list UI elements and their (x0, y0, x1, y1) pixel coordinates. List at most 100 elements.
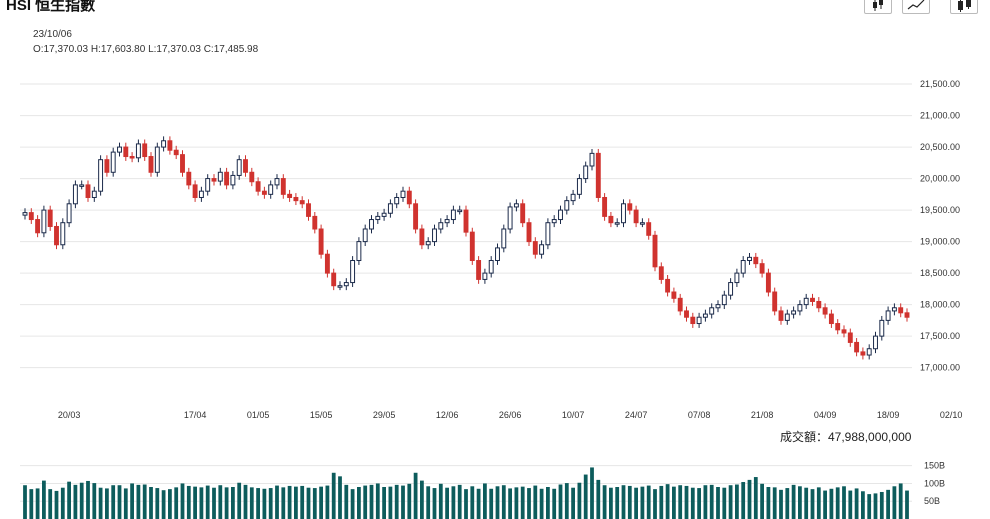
candle-body (627, 203, 633, 211)
candle-body (860, 351, 866, 356)
candle-body (91, 190, 97, 198)
candle-body (72, 184, 78, 205)
bar-view-button[interactable] (950, 0, 978, 14)
volume-bar (501, 485, 506, 519)
y-tick-label: 21,500.00 (920, 79, 960, 89)
volume-bar (697, 488, 701, 519)
volume-bar (249, 487, 254, 519)
candle-body (507, 206, 513, 230)
candle-body (633, 209, 639, 224)
candle-body (450, 209, 456, 221)
candle-body (274, 178, 280, 186)
volume-bar (615, 487, 620, 519)
volume-bar (672, 486, 676, 519)
volume-bar (382, 487, 386, 519)
volume-bar (785, 488, 790, 519)
volume-bar (816, 487, 821, 519)
candle-body (488, 260, 494, 274)
candlestick-view-button[interactable] (864, 0, 892, 14)
volume-bar (879, 491, 884, 519)
candle-body (677, 297, 683, 312)
candle-body (482, 272, 488, 280)
candle-body (375, 215, 381, 221)
volume-bar (653, 489, 657, 519)
candle-body (822, 307, 828, 315)
candle-body (217, 171, 223, 182)
volume-bar (848, 490, 853, 519)
volume-bar (577, 482, 582, 519)
volume-bar (268, 488, 273, 519)
volume-bar (432, 488, 437, 519)
volume-bar (155, 488, 160, 519)
volume-bar (287, 485, 292, 519)
volume-bar (54, 490, 59, 519)
volume-bar (861, 491, 865, 519)
candle-body (652, 234, 658, 268)
candle-body (576, 178, 582, 195)
x-tick-label: 15/05 (310, 410, 333, 420)
line-view-button[interactable] (902, 0, 930, 14)
candle-body (173, 149, 179, 156)
volume-bar (829, 488, 834, 519)
volume-bar (426, 486, 431, 519)
volume-bar (766, 487, 771, 519)
volume-bar (716, 487, 720, 519)
volume-bar (67, 481, 71, 519)
volume-bar (130, 483, 134, 519)
volume-bar (161, 490, 166, 519)
x-tick-label: 12/06 (436, 410, 459, 420)
volume-bar (470, 486, 475, 519)
volume-bar (627, 485, 632, 519)
candle-body (526, 222, 532, 243)
candle-body (885, 310, 891, 321)
volume-bar (552, 488, 557, 519)
candle-body (79, 184, 85, 187)
candle-body (639, 222, 645, 225)
candle-body (702, 313, 708, 318)
candle-body (198, 190, 204, 198)
candlestick-icon (873, 0, 883, 11)
candle-body (280, 178, 286, 195)
candle-body (224, 171, 230, 186)
candle-body (135, 143, 141, 159)
volume-bar (275, 485, 279, 519)
candle-body (854, 341, 860, 353)
volume-bar (205, 485, 210, 519)
x-tick-label: 17/04 (184, 410, 207, 420)
x-tick-label: 20/03 (58, 410, 81, 420)
x-tick-label: 18/09 (877, 410, 900, 420)
candle-body (356, 241, 362, 262)
volume-bar (735, 484, 739, 519)
candle-body (186, 171, 192, 186)
y-tick-label: 19,000.00 (920, 237, 960, 247)
volume-bar (363, 485, 368, 519)
candle-body (803, 297, 809, 306)
candle-body (318, 228, 324, 255)
candle-body (495, 247, 500, 262)
candle-body (287, 193, 293, 198)
volume-bar (117, 485, 122, 519)
volume-bar (73, 484, 78, 519)
candle-body (180, 154, 185, 173)
volume-bar (621, 485, 626, 519)
volume-bar (394, 484, 399, 519)
candle-body (469, 231, 475, 262)
candle-body (709, 307, 715, 315)
volume-bar (886, 489, 890, 519)
volume-bar (193, 486, 197, 519)
volume-bar (609, 487, 613, 519)
candle-body (551, 219, 557, 224)
volume-bar (218, 485, 223, 519)
candle-body (98, 159, 104, 192)
volume-bar (60, 487, 65, 519)
candle-body (337, 285, 343, 288)
volume-bar (760, 483, 764, 519)
volume-bar (905, 490, 909, 519)
candle-body (835, 323, 841, 331)
volume-bar (690, 487, 695, 519)
candle-body (797, 304, 803, 312)
volume-bar (136, 484, 141, 519)
candle-body (419, 228, 425, 246)
candle-body (47, 209, 53, 227)
